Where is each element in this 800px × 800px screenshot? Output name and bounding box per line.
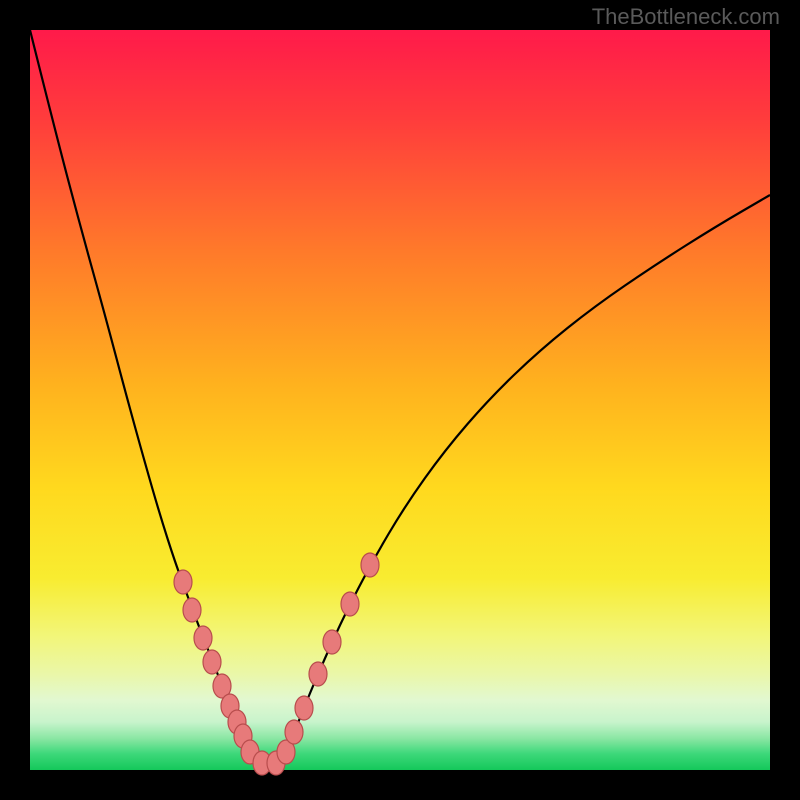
data-marker (285, 720, 303, 744)
data-marker (174, 570, 192, 594)
watermark-text: TheBottleneck.com (592, 4, 780, 30)
data-marker (323, 630, 341, 654)
data-marker (203, 650, 221, 674)
plot-background (30, 30, 770, 770)
data-marker (194, 626, 212, 650)
data-marker (295, 696, 313, 720)
data-marker (309, 662, 327, 686)
bottleneck-chart (0, 0, 800, 800)
data-marker (183, 598, 201, 622)
data-marker (341, 592, 359, 616)
data-marker (361, 553, 379, 577)
